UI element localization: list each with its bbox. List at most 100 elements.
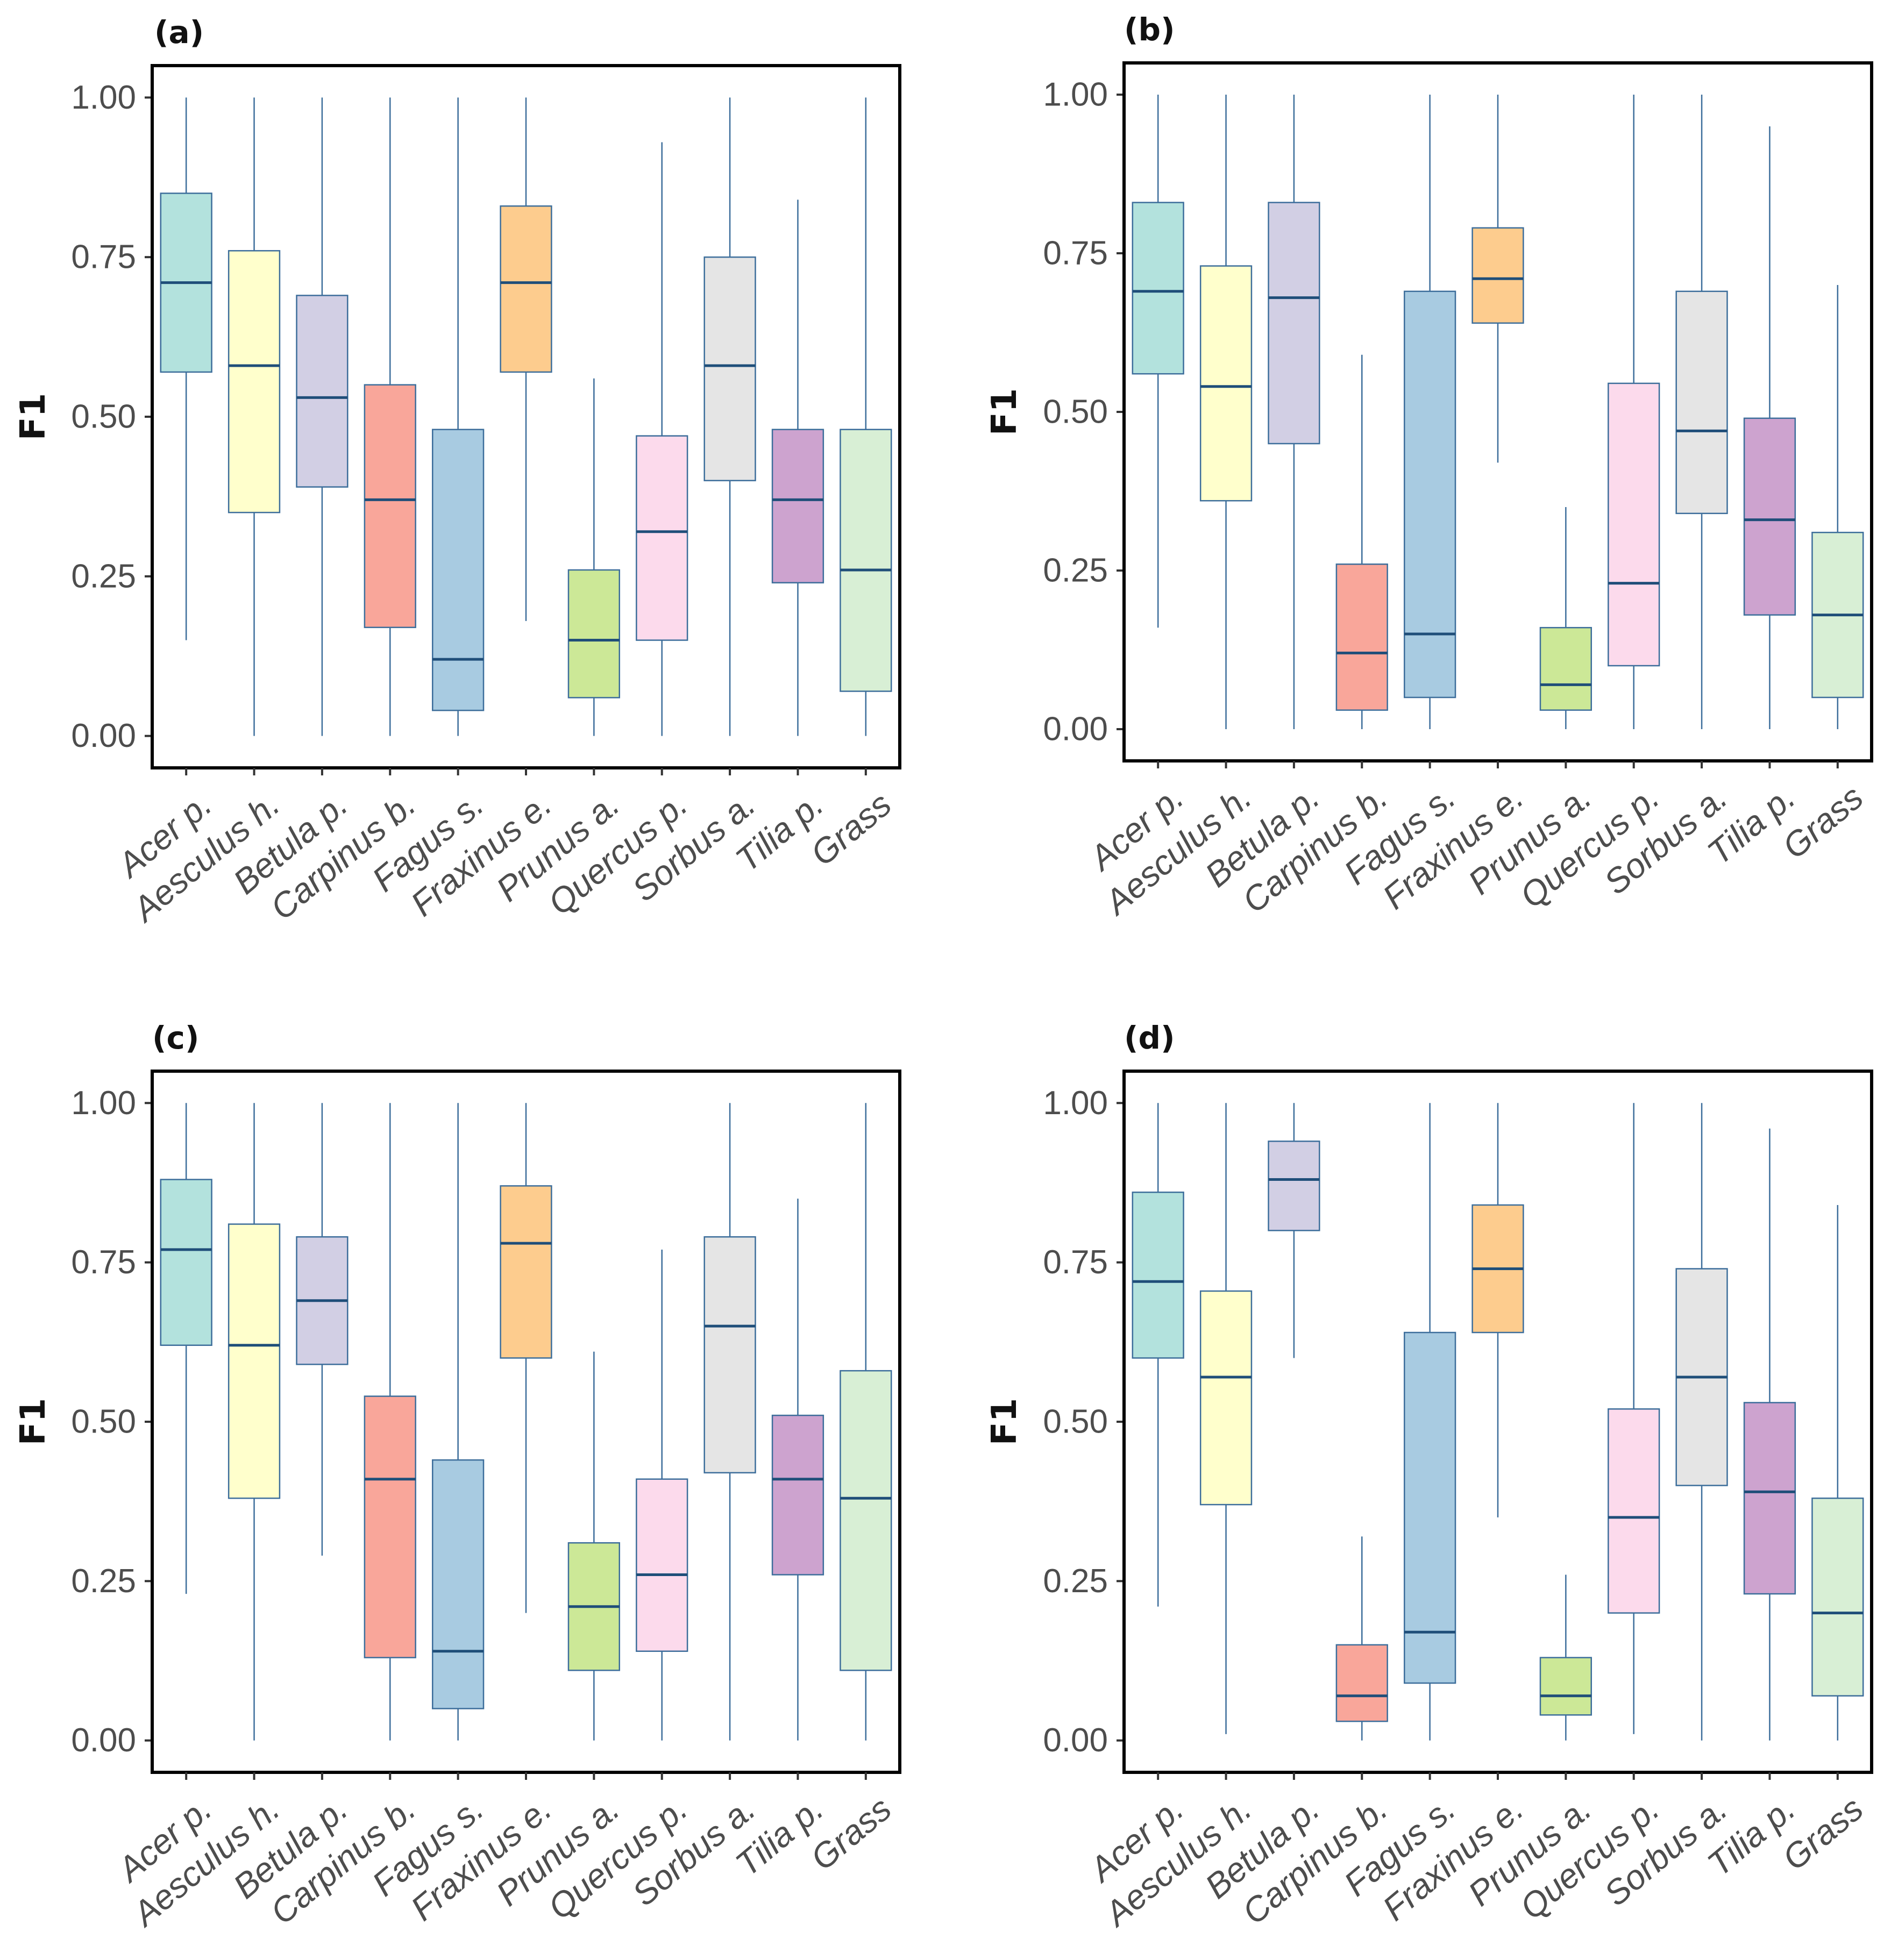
iqr-box: [227, 1223, 281, 1499]
iqr-box: [840, 429, 892, 692]
box-carpinus-b: [1335, 1536, 1388, 1741]
box-fagus-s: [1404, 95, 1456, 729]
iqr-box: [500, 1185, 552, 1359]
box-sorbus-a: [1675, 1103, 1728, 1741]
iqr-box: [1539, 1657, 1592, 1716]
box-grass: [840, 1103, 892, 1741]
box-sorbus-a: [703, 97, 756, 736]
box-acer-p: [160, 1103, 212, 1594]
iqr-box: [1132, 1191, 1184, 1359]
iqr-box: [1404, 290, 1456, 699]
y-tick-label: 1.00: [1043, 76, 1108, 113]
x-tick-label: Grass: [804, 1789, 899, 1878]
iqr-box: [227, 250, 281, 514]
box-tilia-p: [1743, 126, 1796, 729]
box-prunus-a: [567, 1351, 621, 1741]
box-betula-p: [296, 97, 349, 736]
iqr-box: [160, 1179, 212, 1346]
iqr-box: [771, 1414, 824, 1576]
iqr-box: [1404, 1331, 1456, 1684]
box-aesculus-h: [1199, 95, 1253, 729]
y-tick-label: 0.75: [1043, 1244, 1108, 1281]
y-tick-label: 0.50: [1043, 1403, 1108, 1441]
box-betula-p: [296, 1103, 349, 1556]
y-tick-label: 1.00: [71, 79, 136, 116]
box-fagus-s: [432, 1103, 485, 1741]
y-axis-label: F1: [13, 393, 53, 440]
box-sorbus-a: [703, 1103, 756, 1741]
iqr-box: [1675, 290, 1728, 515]
panel-label: (d): [1124, 1020, 1175, 1056]
iqr-box: [1811, 1498, 1864, 1697]
x-tick-label: Grass: [1775, 1789, 1871, 1878]
iqr-box: [1199, 265, 1253, 502]
y-tick-label: 0.75: [71, 239, 136, 276]
box-aesculus-h: [227, 1103, 281, 1741]
y-tick-label: 0.50: [71, 398, 136, 436]
y-axis-label: F1: [985, 1398, 1025, 1445]
y-tick-label: 0.00: [1043, 1722, 1108, 1759]
y-tick-label: 0.50: [71, 1403, 136, 1441]
box-acer-p: [1132, 95, 1184, 628]
box-tilia-p: [771, 1199, 824, 1741]
iqr-box: [296, 295, 349, 488]
box-carpinus-b: [364, 1103, 416, 1741]
y-tick-label: 1.00: [71, 1085, 136, 1122]
box-fagus-s: [432, 97, 485, 736]
box-carpinus-b: [1335, 354, 1388, 729]
y-tick-label: 0.00: [71, 717, 136, 754]
y-axis-label: F1: [13, 1398, 53, 1445]
y-tick-label: 0.25: [71, 1563, 136, 1600]
panel-label: (c): [152, 1020, 199, 1056]
box-prunus-a: [1539, 507, 1592, 729]
box-grass: [1811, 285, 1864, 729]
iqr-box: [1335, 563, 1388, 711]
iqr-box: [771, 429, 824, 583]
iqr-box: [636, 1478, 688, 1652]
box-quercus-p: [636, 1249, 688, 1741]
box-betula-p: [1268, 95, 1320, 729]
iqr-box: [1335, 1644, 1388, 1722]
iqr-box: [636, 435, 688, 641]
box-fraxinus-e: [1471, 1103, 1524, 1517]
y-tick-label: 0.25: [1043, 1563, 1108, 1600]
box-prunus-a: [567, 378, 621, 736]
y-tick-label: 0.75: [1043, 235, 1108, 272]
iqr-box: [703, 256, 756, 481]
box-quercus-p: [1608, 95, 1660, 729]
box-fraxinus-e: [500, 1103, 552, 1613]
box-grass: [840, 97, 892, 736]
box-tilia-p: [771, 199, 824, 736]
x-tick-label: Grass: [804, 785, 899, 873]
y-axis-label: F1: [985, 388, 1025, 436]
box-sorbus-a: [1675, 95, 1728, 729]
panel-label: (b): [1124, 11, 1175, 48]
box-grass: [1811, 1204, 1864, 1741]
iqr-box: [364, 384, 416, 629]
box-acer-p: [160, 97, 212, 640]
box-aesculus-h: [227, 97, 281, 736]
box-tilia-p: [1743, 1128, 1796, 1741]
iqr-box: [1743, 417, 1796, 616]
iqr-box: [1471, 227, 1524, 324]
box-fraxinus-e: [1471, 95, 1524, 463]
y-tick-label: 0.75: [71, 1244, 136, 1281]
iqr-box: [567, 569, 621, 699]
y-tick-label: 0.25: [1043, 552, 1108, 589]
box-aesculus-h: [1199, 1103, 1253, 1734]
iqr-box: [1608, 1408, 1660, 1614]
iqr-box: [364, 1395, 416, 1658]
box-fagus-s: [1404, 1103, 1456, 1741]
y-tick-label: 0.00: [71, 1722, 136, 1759]
iqr-box: [1268, 1141, 1320, 1231]
y-tick-label: 0.25: [71, 558, 136, 595]
iqr-box: [500, 205, 552, 373]
iqr-box: [1608, 382, 1660, 667]
iqr-box: [1268, 202, 1320, 445]
iqr-box: [1539, 626, 1592, 711]
